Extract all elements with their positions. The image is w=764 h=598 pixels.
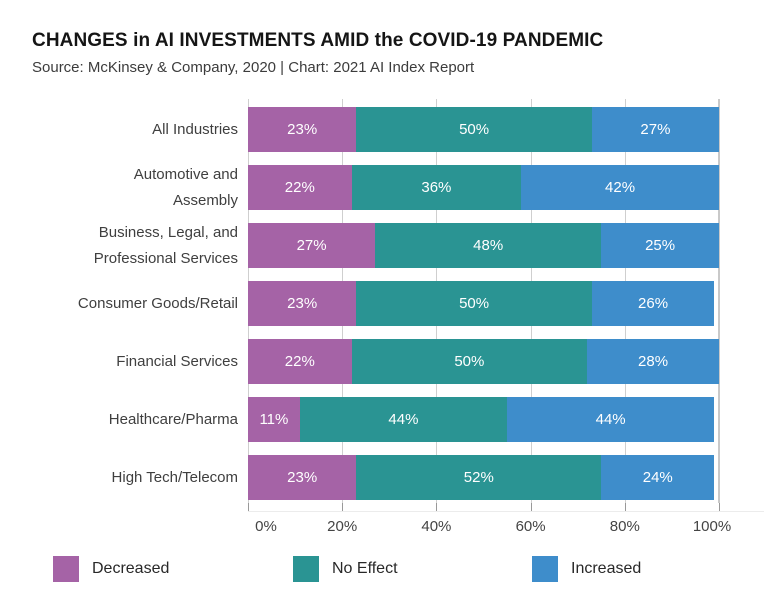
category-axis: All Industries Automotive and Assembly Busi… [0,99,238,503]
x-tick-label: 0% [255,518,277,535]
bar-segment-decreased: 22% [248,339,352,384]
category-label: Consumer Goods/Retail [0,281,238,326]
bar-value-label: 24% [642,469,673,486]
legend-item: No Effect [293,556,398,582]
category-label: Business, Legal, and Professional Service… [0,223,238,268]
bar-value-label: 28% [638,353,669,370]
bar-value-label: 23% [287,295,318,312]
plot-area: 23% 50% 27% 22% 36% 42% 27% 48% 25% 23% 50% 26% 22% 5… [248,99,720,503]
x-tick-mark [624,503,626,511]
legend-label: No Effect [332,560,398,577]
x-axis: 0% 20% 40% 60% 80% 100% [248,503,764,556]
bar-segment-no_effect: 50% [356,107,592,152]
bar-rows: 23% 50% 27% 22% 36% 42% 27% 48% 25% 23% 50% 26% 22% 5… [248,99,719,503]
category-label: High Tech/Telecom [0,455,238,500]
x-tick-label: 40% [421,518,452,535]
legend-item: Decreased [53,556,169,582]
bar-segment-no_effect: 50% [356,281,592,326]
category-label: Healthcare/Pharma [0,397,238,442]
category-label-line: Business, Legal, and [98,223,238,241]
bar-row: 23% 52% 24% [248,455,719,500]
category-label-line: Assembly [172,191,238,209]
bar-segment-increased: 24% [601,455,715,500]
chart-title: CHANGES in AI INVESTMENTS AMID the COVID… [32,30,604,51]
bar-segment-decreased: 22% [248,165,352,210]
bar-segment-no_effect: 36% [351,165,522,210]
x-tick-mark [436,503,438,511]
bar-segment-decreased: 11% [248,397,300,442]
legend-label: Increased [571,560,642,577]
legend-swatch-decreased [53,556,79,582]
bar-value-label: 27% [296,237,327,254]
category-label: All Industries [0,107,238,152]
bar-segment-decreased: 23% [248,107,357,152]
legend-item: Increased [532,556,641,582]
bar-value-label: 48% [473,237,504,254]
bar-row: 27% 48% 25% [248,223,719,268]
x-tick-mark [248,503,249,511]
bar-segment-increased: 26% [591,281,715,326]
bar-value-label: 44% [388,411,419,428]
category-label: Financial Services [0,339,238,384]
bar-segment-no_effect: 44% [299,397,508,442]
bar-row: 22% 50% 28% [248,339,719,384]
category-label-line: Professional Services [93,249,238,267]
category-label-line: Consumer Goods/Retail [77,294,238,312]
bar-value-label: 42% [605,179,636,196]
bar-value-label: 23% [287,121,318,138]
bar-value-label: 25% [645,237,676,254]
bar-value-label: 26% [638,295,669,312]
bar-value-label: 44% [595,411,626,428]
legend-label: Decreased [92,560,170,577]
legend: Decreased No Effect Increased [0,556,764,584]
bar-value-label: 50% [459,121,490,138]
chart-source-note: Source: McKinsey & Company, 2020 | Chart… [32,59,475,76]
bar-value-label: 22% [284,353,315,370]
bar-row: 23% 50% 26% [248,281,719,326]
category-label-line: Financial Services [116,352,238,370]
x-tick-mark [719,503,720,511]
stacked-bar-chart: All Industries Automotive and Assembly Busi… [0,99,764,556]
bar-segment-increased: 44% [507,397,715,442]
x-tick-label: 60% [515,518,546,535]
bar-segment-decreased: 27% [248,223,376,268]
category-label-line: Automotive and [133,165,238,183]
bar-value-label: 36% [421,179,452,196]
bar-segment-increased: 28% [587,339,719,384]
legend-swatch-increased [532,556,558,582]
bar-segment-increased: 27% [591,107,719,152]
chart-header: CHANGES in AI INVESTMENTS AMID the COVID… [0,0,764,76]
x-tick-mark [342,503,344,511]
x-tick-label: 80% [609,518,640,535]
bar-value-label: 23% [287,469,318,486]
x-tick-label: 20% [327,518,358,535]
bar-segment-no_effect: 52% [356,455,602,500]
bar-value-label: 22% [284,179,315,196]
legend-swatch-no_effect [293,556,319,582]
category-label-line: High Tech/Telecom [111,468,238,486]
bar-row: 11% 44% 44% [248,397,719,442]
bar-segment-no_effect: 50% [351,339,588,384]
category-label-line: Healthcare/Pharma [108,410,238,428]
x-tick-label: 100% [692,518,732,535]
bar-value-label: 27% [640,121,671,138]
bar-value-label: 50% [454,353,485,370]
bar-row: 23% 50% 27% [248,107,719,152]
bar-segment-decreased: 23% [248,455,357,500]
bar-segment-no_effect: 48% [375,223,602,268]
gridline-100 [718,99,720,503]
bar-segment-increased: 42% [521,165,719,210]
category-label-line: All Industries [152,120,238,138]
bar-value-label: 50% [459,295,490,312]
category-label: Automotive and Assembly [0,165,238,210]
x-tick-mark [530,503,532,511]
bar-segment-increased: 25% [601,223,719,268]
bar-value-label: 11% [259,411,289,428]
bar-row: 22% 36% 42% [248,165,719,210]
bar-value-label: 52% [463,469,494,486]
bar-segment-decreased: 23% [248,281,357,326]
